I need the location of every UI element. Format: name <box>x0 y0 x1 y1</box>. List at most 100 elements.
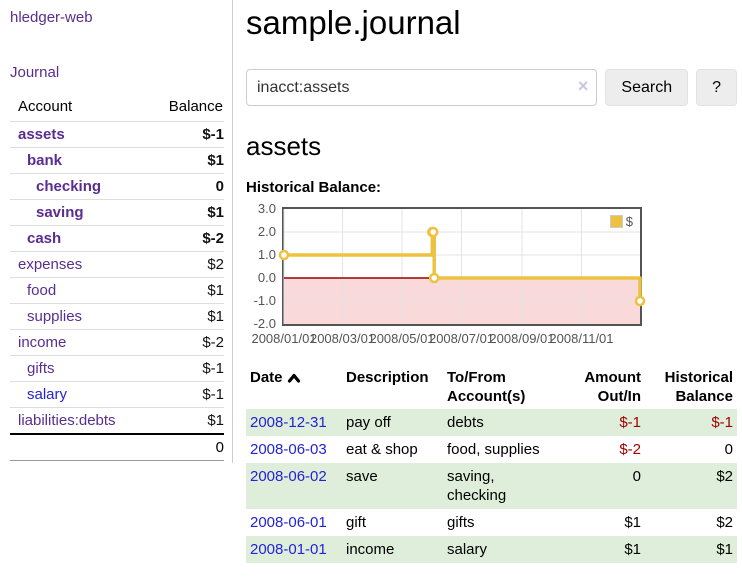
sidebar-account-salary[interactable]: salary <box>27 386 68 403</box>
register-header-amount: Amount Out/In <box>584 369 641 405</box>
account-balance-value: $-1 <box>143 381 224 408</box>
account-row: liabilities:debts $1 <box>10 407 224 434</box>
account-balance-value: $1 <box>143 277 224 304</box>
accounts-total-value: 0 <box>143 433 224 461</box>
sidebar-account-liabilities-debts[interactable]: liabilities:debts <box>18 412 116 429</box>
accounts-total-row: 0 <box>10 433 224 461</box>
account-name-cell: salary <box>10 381 144 408</box>
register-header-row: Date Description To/From Account(s) Amou… <box>246 365 737 409</box>
transaction-date-link[interactable]: 2008-06-01 <box>250 514 327 531</box>
transaction-description: pay off <box>342 409 443 436</box>
transaction-date-cell: 2008-06-01 <box>246 509 342 536</box>
sidebar-account-bank[interactable]: bank <box>27 152 63 169</box>
account-row: saving $1 <box>10 199 224 226</box>
transaction-row[interactable]: 2008-06-01 gift gifts $1 $2 <box>246 509 737 536</box>
sidebar-account-gifts[interactable]: gifts <box>27 360 55 377</box>
sidebar-account-food[interactable]: food <box>27 282 57 299</box>
account-row: bank $1 <box>10 147 224 174</box>
transaction-running-balance: $-1 <box>645 409 737 436</box>
clear-search-icon[interactable]: × <box>577 76 589 96</box>
transaction-row[interactable]: 2008-01-01 income salary $1 $1 <box>246 536 737 563</box>
transaction-row[interactable]: 2008-06-02 save saving, checking 0 $2 <box>246 463 737 509</box>
register-header-date[interactable]: Date <box>246 365 342 409</box>
account-name-cell: bank <box>10 147 144 174</box>
x-axis-tick-label: 2008/03/01 <box>309 331 376 346</box>
search-button[interactable]: Search <box>605 69 689 106</box>
account-name-cell: checking <box>10 173 144 200</box>
app-title-link[interactable]: hledger-web <box>10 9 93 26</box>
accounts-header-row: Account Balance <box>10 94 224 122</box>
account-name-cell: liabilities:debts <box>10 407 144 434</box>
accounts-header-account: Account <box>18 98 73 115</box>
x-axis-tick-label: 2008/09/01 <box>489 331 555 346</box>
accounts-total-spacer <box>10 433 144 461</box>
account-balance-value: $2 <box>143 251 224 278</box>
account-balance-value: $1 <box>143 303 224 330</box>
main-content: sample.journal × Search ? assets Histori… <box>233 0 742 587</box>
sidebar: hledger-web Journal Account Balance asse… <box>0 0 233 463</box>
sort-ascending-icon <box>287 373 300 383</box>
transaction-running-balance: $2 <box>716 514 733 531</box>
account-row: salary $-1 <box>10 381 224 408</box>
account-balance-value: $-1 <box>143 355 224 382</box>
account-name-cell: expenses <box>10 251 144 278</box>
search-input[interactable] <box>246 69 598 106</box>
search-input-wrap: × <box>246 69 598 106</box>
account-name-cell: assets <box>10 121 144 148</box>
account-row: assets $-1 <box>10 121 224 148</box>
account-balance-value: $-2 <box>143 329 224 356</box>
transaction-description: save <box>342 463 443 509</box>
sidebar-account-income[interactable]: income <box>18 334 67 351</box>
chart-title: Historical Balance: <box>246 179 382 196</box>
transaction-running-balance: $1 <box>645 536 737 563</box>
transaction-date-link[interactable]: 2008-06-03 <box>250 441 327 458</box>
legend-swatch-icon <box>609 215 623 228</box>
account-balance-value: $1 <box>143 407 224 434</box>
transaction-date-link[interactable]: 2008-06-02 <box>250 468 327 485</box>
account-balance-value: $-2 <box>143 225 224 252</box>
transaction-date-cell: 2008-12-31 <box>246 409 342 436</box>
sidebar-account-cash[interactable]: cash <box>27 230 62 247</box>
y-axis-tick-label: -1.0 <box>253 293 276 308</box>
transaction-date-link[interactable]: 2008-12-31 <box>250 414 327 431</box>
account-balance-value: $1 <box>143 199 224 226</box>
account-row: expenses $2 <box>10 251 224 278</box>
transaction-row[interactable]: 2008-06-03 eat & shop food, supplies $-2 0 <box>246 436 737 463</box>
account-row: gifts $-1 <box>10 355 224 382</box>
help-button[interactable]: ? <box>696 69 737 106</box>
transaction-row[interactable]: 2008-12-31 pay off debts $-1 $-1 <box>246 409 737 436</box>
transaction-date-cell: 2008-01-01 <box>246 536 342 563</box>
accounts-table: Account Balance assets $-1 bank $1 checking 0… <box>10 94 224 461</box>
transaction-running-balance: 0 <box>724 441 733 458</box>
sidebar-account-expenses[interactable]: expenses <box>18 256 83 273</box>
chart-legend: $ <box>607 213 635 230</box>
transaction-date-link[interactable]: 2008-01-01 <box>250 541 327 558</box>
y-axis-tick-label: 1.0 <box>257 247 276 262</box>
transaction-accounts: saving, checking <box>443 463 555 509</box>
transaction-date-cell: 2008-06-02 <box>246 463 342 509</box>
account-name-cell: food <box>10 277 144 304</box>
transaction-amount: $-2 <box>619 441 641 458</box>
sidebar-account-checking[interactable]: checking <box>36 178 102 195</box>
account-row: supplies $1 <box>10 303 224 330</box>
sidebar-item-journal[interactable]: Journal <box>10 64 60 81</box>
transaction-date-cell: 2008-06-03 <box>246 436 342 463</box>
register-table: Date Description To/From Account(s) Amou… <box>246 365 737 563</box>
account-name-cell: cash <box>10 225 144 252</box>
account-row: income $-2 <box>10 329 224 356</box>
register-header-description: Description <box>346 369 429 386</box>
account-balance-value: 0 <box>143 173 224 200</box>
transaction-accounts: salary <box>443 536 555 563</box>
transaction-accounts: debts <box>443 409 555 436</box>
search-form: × Search ? <box>246 69 737 106</box>
x-axis-tick-label: 2008/11/01 <box>549 331 614 346</box>
account-balance-value: $-1 <box>143 121 224 148</box>
sidebar-account-saving[interactable]: saving <box>36 204 84 221</box>
y-axis-tick-label: 0.0 <box>257 270 276 285</box>
sidebar-account-supplies[interactable]: supplies <box>27 308 83 325</box>
historical-balance-chart: $ 3.0 2.0 1.0 0.0 -1.0 -2.0 2008/01/01 2008/03/… <box>246 201 737 350</box>
transaction-amount: $-1 <box>555 409 645 436</box>
account-row: food $1 <box>10 277 224 304</box>
register-header-balance: Historical Balance <box>664 369 733 405</box>
sidebar-account-assets[interactable]: assets <box>18 126 65 143</box>
